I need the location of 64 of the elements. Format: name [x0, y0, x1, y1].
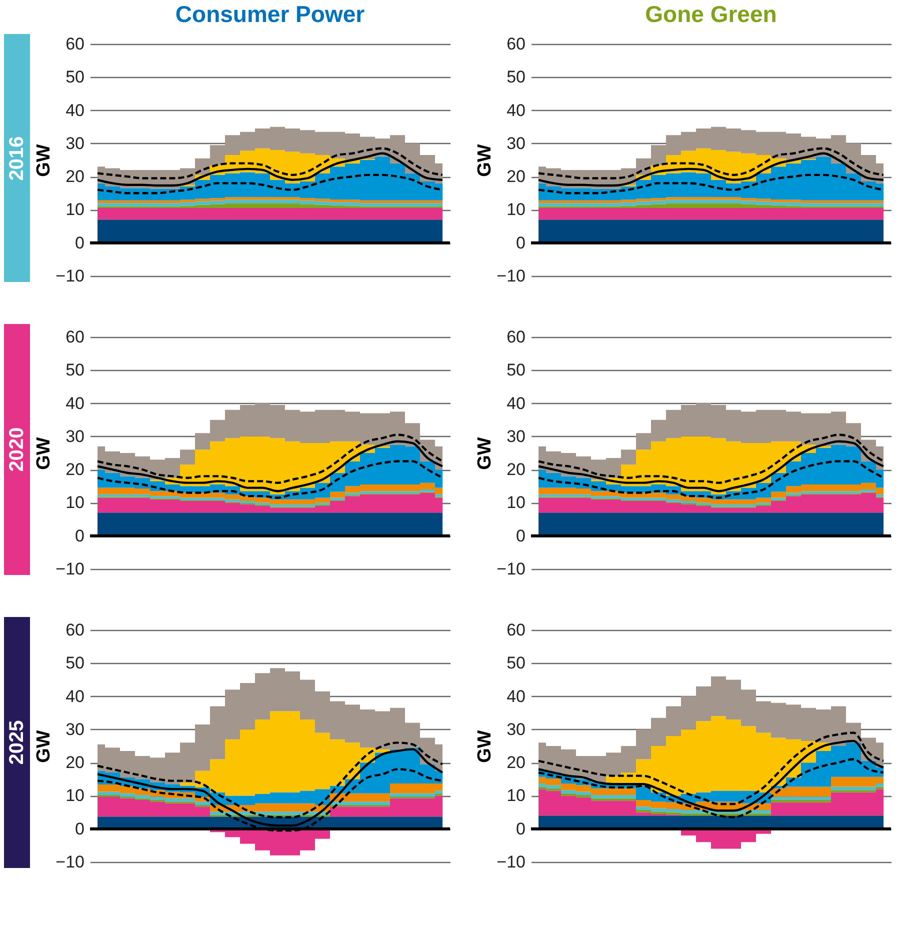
y-axis-title: GW [34, 437, 55, 470]
text: 2016 [6, 136, 28, 180]
line-series [96, 742, 444, 818]
y-tick-label: 50 [66, 68, 84, 87]
y-axis-title: GW [34, 730, 55, 763]
y-tick-label: 20 [506, 753, 526, 772]
y-tick-label: 40 [66, 686, 84, 706]
y-tick-label: −10 [496, 852, 526, 872]
y-tick-label: −10 [56, 852, 84, 872]
y-axis-title: GW [474, 437, 496, 470]
y-tick-label: 10 [506, 200, 526, 220]
y-tick-label: 10 [506, 493, 526, 512]
line-series [537, 147, 885, 180]
y-tick-label: 10 [66, 786, 84, 806]
y-tick-label: 30 [506, 134, 526, 153]
y-tick-label: 40 [506, 100, 526, 120]
y-tick-label: 30 [66, 720, 84, 739]
text: 2020 [6, 427, 28, 472]
y-tick-label: 30 [66, 134, 84, 153]
y-tick-label: 50 [506, 68, 526, 87]
y-tick-label: 60 [66, 620, 84, 640]
y-tick-label: 60 [66, 328, 84, 346]
y-tick-label: 0 [75, 526, 84, 546]
y-tick-label: −10 [496, 266, 526, 286]
y-tick-label: 0 [75, 819, 84, 838]
y-tick-label: 40 [66, 100, 84, 120]
y-tick-label: 30 [506, 426, 526, 446]
y-tick-label: 60 [66, 34, 84, 54]
y-tick-label: 20 [506, 460, 526, 480]
chart-title: Consumer Power [175, 1, 365, 27]
y-tick-label: 20 [66, 753, 84, 772]
y-tick-label: 50 [66, 654, 84, 673]
y-tick-label: −10 [496, 560, 526, 578]
text: 2025 [6, 720, 28, 765]
y-tick-label: 40 [506, 394, 526, 413]
y-tick-label: 40 [66, 394, 84, 413]
y-tick-label: 0 [516, 526, 526, 546]
y-tick-label: 60 [506, 34, 526, 54]
y-tick-label: −10 [56, 560, 84, 578]
line-series [96, 460, 444, 499]
y-tick-label: 0 [516, 233, 526, 252]
y-tick-label: 30 [506, 720, 526, 739]
y-axis-title: GW [34, 144, 55, 177]
y-tick-label: 20 [66, 167, 84, 186]
y-tick-label: 60 [506, 620, 526, 640]
y-tick-label: 20 [66, 460, 84, 480]
y-axis-title: GW [474, 144, 496, 177]
y-axis-title: GW [474, 730, 496, 763]
y-tick-label: 50 [66, 360, 84, 380]
y-tick-label: 50 [506, 360, 526, 380]
y-tick-label: 50 [506, 654, 526, 673]
y-tick-label: 20 [506, 167, 526, 186]
y-tick-label: 60 [506, 328, 526, 346]
y-tick-label: 0 [516, 819, 526, 838]
y-tick-label: 30 [66, 426, 84, 446]
y-tick-label: 10 [66, 200, 84, 220]
y-tick-label: 40 [506, 686, 526, 706]
y-tick-label: −10 [56, 266, 84, 286]
y-tick-label: 10 [66, 493, 84, 512]
line-series [537, 460, 885, 499]
line-series [96, 147, 444, 180]
y-tick-label: 10 [506, 786, 526, 806]
y-tick-label: 0 [75, 233, 84, 252]
chart-title: Gone Green [645, 1, 777, 27]
